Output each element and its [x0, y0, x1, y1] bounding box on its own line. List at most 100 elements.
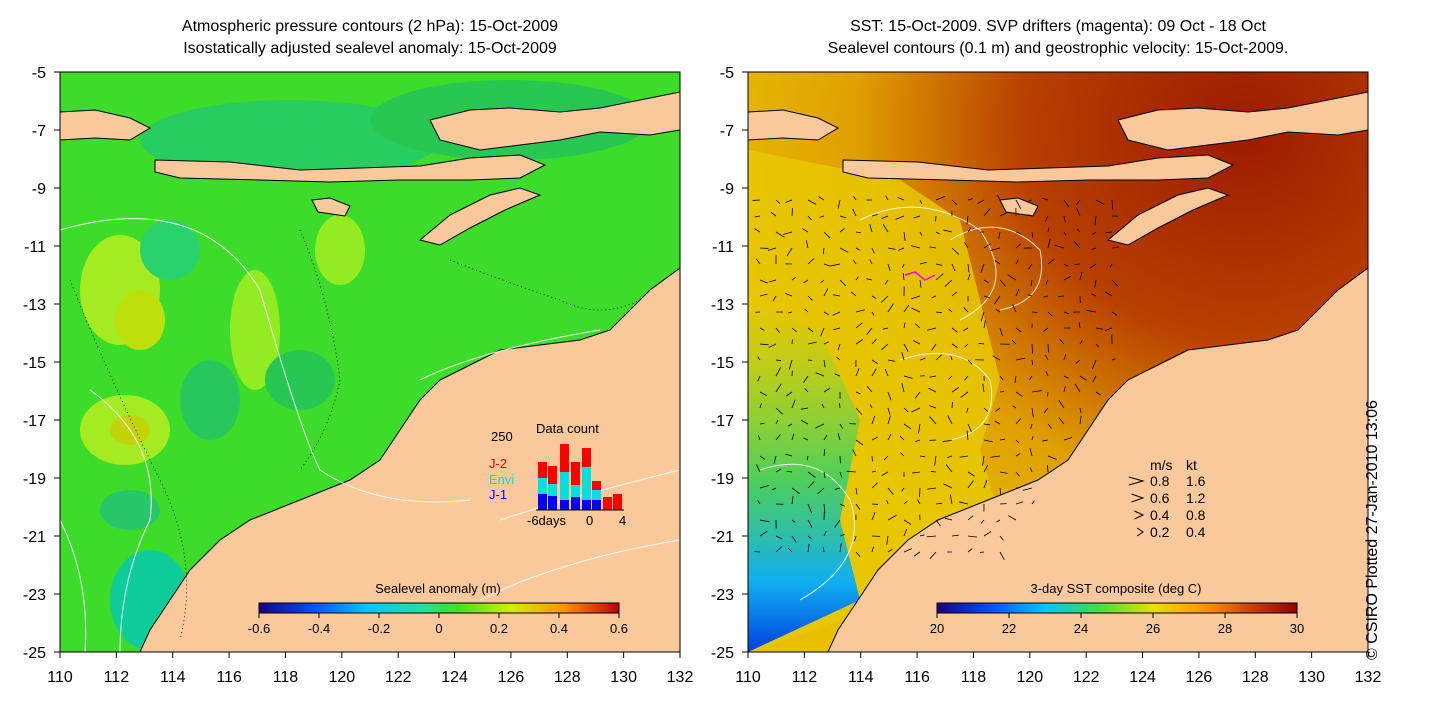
- left-lon-tick-label: 126: [498, 669, 525, 686]
- sla-colorbar-label: Sealevel anomaly (m): [375, 581, 501, 596]
- velocity-arrow: [807, 341, 817, 345]
- velocity-arrow: [913, 340, 921, 345]
- colorbar-tick-label: 28: [1218, 621, 1232, 636]
- velocity-arrow: [817, 487, 825, 495]
- velocity-arrow: [754, 215, 761, 218]
- velocity-arrow: [902, 273, 905, 281]
- right-lat-tick-label: -7: [720, 123, 734, 140]
- inset-x-tick-left: -6days: [527, 513, 567, 528]
- velocity-arrow: [786, 247, 793, 257]
- velocity-arrow: [837, 199, 841, 209]
- velocity-arrow: [899, 435, 905, 441]
- velocity-arrow: [1047, 238, 1051, 249]
- velocity-legend-arrow: [1131, 493, 1145, 503]
- velocity-arrow: [1091, 231, 1097, 235]
- velocity-arrow: [815, 372, 825, 377]
- velocity-arrow: [945, 464, 953, 473]
- velocity-arrow: [1079, 415, 1082, 425]
- velocity-arrow: [754, 228, 761, 233]
- left-lon-tick-label: 118: [273, 669, 299, 686]
- inset-x-tick-right: 4: [619, 513, 626, 528]
- velocity-arrow: [855, 339, 863, 345]
- velocity-arrow: [886, 535, 889, 545]
- velocity-arrow: [786, 391, 793, 397]
- velocity-arrow: [1095, 199, 1105, 205]
- velocity-arrow: [823, 503, 826, 514]
- velocity-arrow: [871, 436, 878, 441]
- velocity-arrow: [756, 464, 761, 473]
- velocity-arrow: [983, 243, 991, 249]
- right-lon-tick-label: 118: [961, 669, 987, 686]
- velocity-arrow: [967, 471, 975, 477]
- inset-ymax-label: 250: [491, 429, 513, 444]
- velocity-arrow: [1091, 293, 1097, 297]
- velocity-arrow: [791, 535, 797, 543]
- velocity-arrow: [951, 534, 959, 537]
- velocity-arrow: [1029, 467, 1033, 473]
- colorbar-tick-label: 26: [1146, 621, 1160, 636]
- inset-bars: [538, 444, 622, 510]
- velocity-arrow: [935, 195, 946, 201]
- velocity-arrow: [887, 247, 896, 250]
- velocity-arrow: [1079, 339, 1083, 345]
- velocity-arrow: [917, 499, 921, 505]
- right-lon-tick-label: 112: [792, 669, 818, 686]
- velocity-arrow: [1076, 199, 1081, 206]
- velocity-arrow: [881, 343, 889, 351]
- left-lat-tick-label: -15: [23, 355, 46, 372]
- velocity-arrow: [1015, 288, 1020, 297]
- velocity-arrow: [791, 519, 796, 523]
- velocity-arrow: [903, 304, 910, 313]
- velocity-arrow: [823, 387, 831, 393]
- velocity-arrow: [951, 387, 960, 393]
- velocity-arrow: [1026, 199, 1033, 203]
- velocity-arrow: [990, 247, 1001, 251]
- velocity-arrow: [919, 231, 923, 236]
- right-lon-tick-label: 124: [1129, 669, 1156, 686]
- velocity-arrow: [759, 391, 767, 396]
- velocity-arrow: [759, 343, 769, 346]
- velocity-arrow: [770, 211, 777, 217]
- velocity-arrow: [807, 199, 817, 205]
- colorbar-tick-label: -0.4: [308, 621, 330, 636]
- velocity-arrow: [846, 470, 857, 473]
- velocity-arrow: [837, 432, 841, 441]
- velocity-arrow: [994, 259, 1001, 265]
- velocity-arrow: [980, 263, 985, 274]
- velocity-arrow: [992, 355, 1001, 361]
- velocity-arrow: [1015, 357, 1026, 361]
- velocity-arrow: [967, 480, 974, 489]
- velocity-arrow: [1079, 407, 1082, 413]
- left-lat-tick-label: -17: [23, 413, 46, 430]
- right-lon-tick-label: 128: [1242, 669, 1269, 686]
- colorbar-tick-label: 30: [1290, 621, 1304, 636]
- velocity-arrow: [757, 375, 761, 382]
- velocity-arrow: [773, 455, 777, 464]
- right-lat-tick-label: -21: [711, 529, 734, 546]
- velocity-arrow: [839, 279, 847, 287]
- velocity-arrow: [947, 455, 953, 459]
- right-lat-tick-label: -17: [711, 413, 734, 430]
- velocity-arrow: [804, 308, 809, 313]
- velocity-arrow: [887, 303, 894, 313]
- velocity-arrow: [994, 295, 1001, 305]
- velocity-arrow: [881, 471, 889, 476]
- velocity-arrow: [919, 357, 926, 361]
- velocity-arrow: [819, 215, 825, 218]
- velocity-arrow: [855, 407, 863, 415]
- velocity-arrow: [1111, 246, 1120, 249]
- velocity-arrow: [771, 487, 777, 491]
- velocity-arrow: [1105, 231, 1113, 234]
- velocity-arrow: [967, 273, 971, 281]
- left-lon-tick-label: 110: [47, 669, 73, 686]
- velocity-arrow: [887, 359, 896, 362]
- velocity-arrow: [966, 407, 969, 413]
- velocity-arrow: [996, 519, 1001, 523]
- velocity-arrow: [1047, 259, 1055, 265]
- credit-text: © CSIRO Plotted 27-Jan-2010 13:06: [1364, 400, 1381, 660]
- velocity-arrow: [1031, 359, 1034, 366]
- velocity-arrow: [866, 327, 873, 335]
- velocity-arrow: [963, 307, 969, 313]
- velocity-arrow: [839, 403, 841, 409]
- velocity-arrow: [903, 375, 913, 379]
